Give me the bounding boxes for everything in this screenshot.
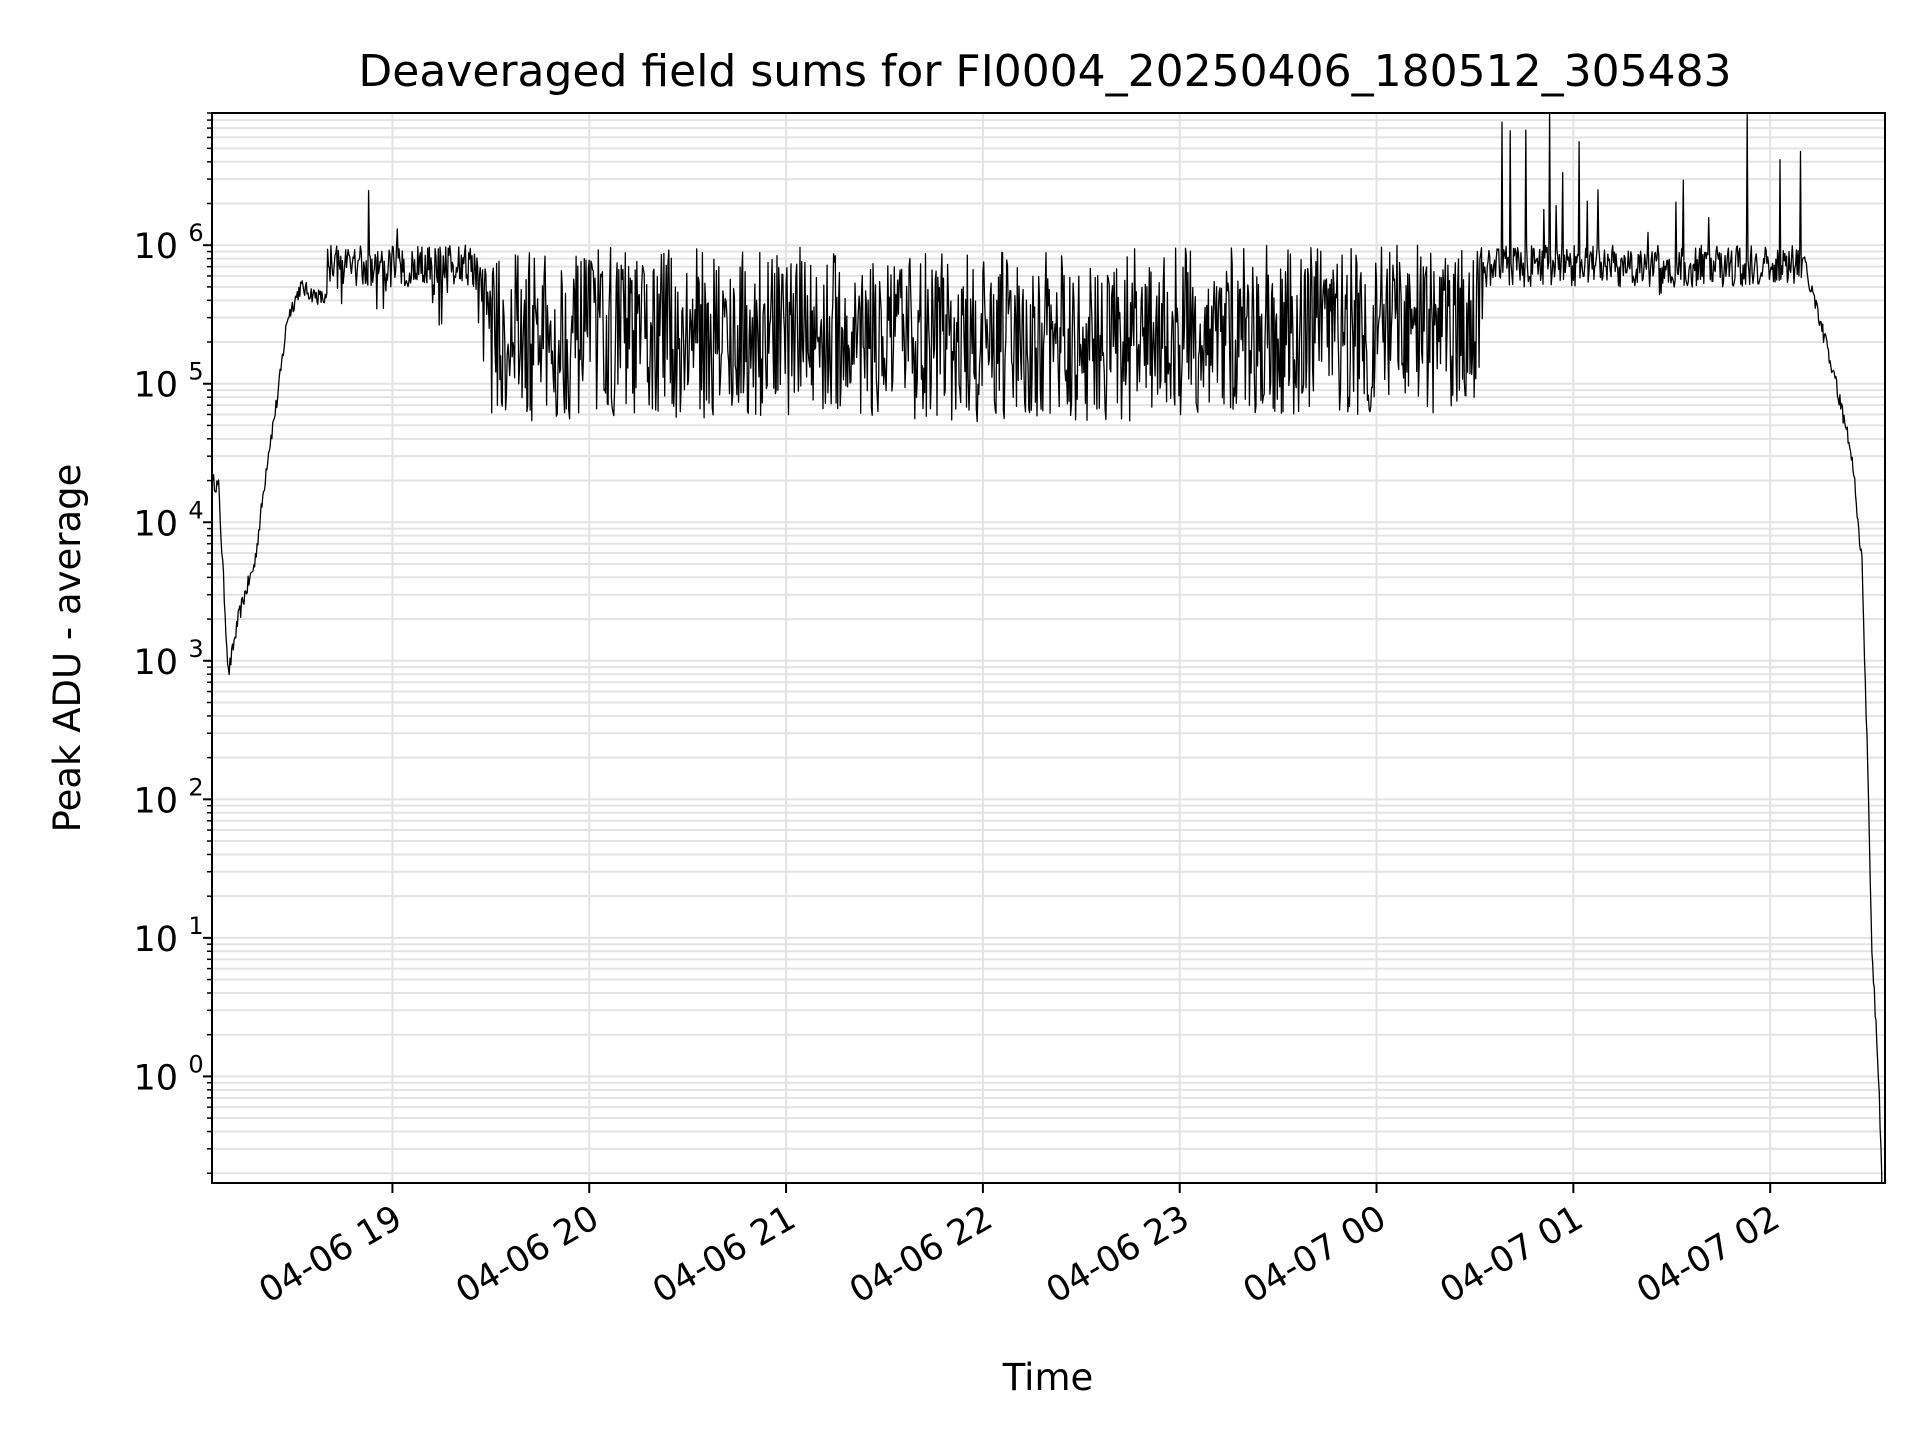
y-tick-exponent: 2 — [188, 773, 203, 801]
y-tick-exponent: 6 — [188, 219, 203, 247]
chart-title: Deaveraged field sums for FI0004_2025040… — [358, 46, 1731, 97]
y-tick-label: 10 — [133, 366, 178, 406]
y-tick-exponent: 0 — [188, 1050, 203, 1078]
y-tick-exponent: 5 — [188, 358, 203, 386]
y-tick-label: 10 — [133, 643, 178, 683]
plot-frame — [211, 112, 1886, 1184]
y-tick-exponent: 1 — [188, 912, 203, 940]
y-tick-label: 10 — [133, 781, 178, 821]
y-tick-label: 10 — [133, 504, 178, 544]
y-axis-label: Peak ADU - average — [46, 464, 89, 833]
y-axis: 10 0 10 1 10 2 10 3 10 4 10 5 10 6 — [133, 112, 212, 1174]
series-line — [211, 112, 1883, 1183]
y-tick-label: 10 — [133, 920, 178, 960]
y-tick-label: 10 — [133, 227, 178, 267]
y-tick-exponent: 4 — [188, 496, 203, 524]
series-group — [211, 112, 1883, 1183]
y-tick-label: 10 — [133, 1058, 178, 1098]
y-tick-exponent: 3 — [188, 635, 203, 663]
minor-gridlines — [212, 112, 1885, 1175]
x-axis-label: Time — [1002, 1356, 1094, 1399]
